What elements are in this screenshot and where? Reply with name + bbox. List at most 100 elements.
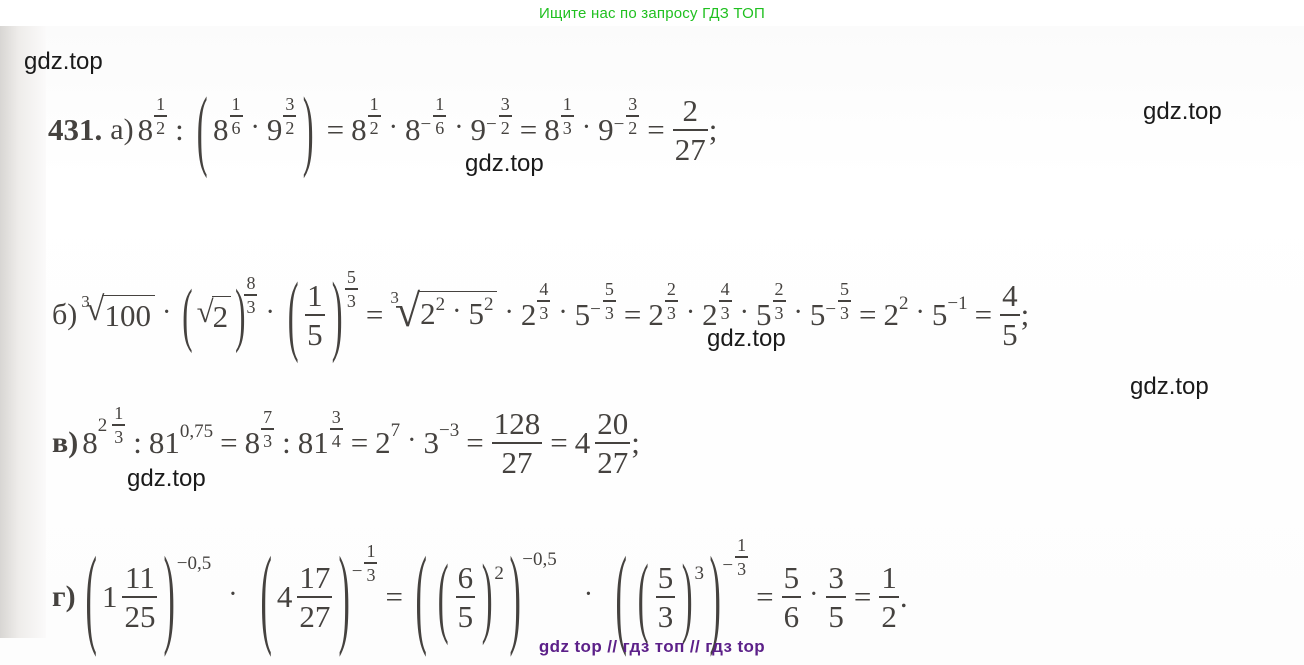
exponent-2: 2 <box>483 293 494 315</box>
minus-sign: − <box>722 554 734 576</box>
expr-a-term3: 8 1 3 · 9 − 3 2 <box>544 95 640 151</box>
exponent-one-half: 1 2 <box>367 94 381 138</box>
exponent-0-75: 0,75 <box>179 420 214 442</box>
operator-equals: = <box>853 579 872 614</box>
operator-equals: = <box>623 297 642 332</box>
part-label-b: б) <box>52 298 78 331</box>
base-8: 8 <box>544 112 560 147</box>
operator-equals: = <box>756 579 774 614</box>
solution-line-a: 8^(1/2) : (8^(1/6) · 9^(3/2)) = 8^(1/2) … <box>48 78 717 180</box>
expr-b-2-four-thirds: 2 4 3 <box>521 280 552 336</box>
part-label-a: а) <box>110 113 134 146</box>
exponent-negative-five-thirds: − 5 3 <box>825 279 852 323</box>
expr-b-5-two-thirds: 5 2 3 <box>756 280 787 336</box>
exponent-two-thirds: 2 3 <box>664 279 678 323</box>
solution-line-b: б) 3 √ 100 · ( √ 2 ) 8 3 · ( 1 5 ) 5 3 =… <box>52 263 1029 365</box>
operator-equals: = <box>365 297 384 332</box>
cube-root-100: 3 √ 100 <box>81 292 155 335</box>
base-5: 5 <box>931 297 948 332</box>
watermark-gdz-top: gdz.top <box>24 48 103 75</box>
exponent-7: 7 <box>390 419 401 441</box>
base-5: 5 <box>809 297 826 332</box>
expr-v-term3: 8 7 3 <box>244 408 276 464</box>
right-paren-inner: ) <box>481 544 493 647</box>
exponent-negative-three-halves: − 3 2 <box>486 94 512 138</box>
bottom-promo-text: gdz top // гдз топ // гдз top <box>538 637 766 656</box>
left-paren: ( <box>196 77 208 180</box>
operator-multiply: · <box>583 579 594 610</box>
left-paren: ( <box>287 262 299 365</box>
base-3: 3 <box>423 425 440 460</box>
left-paren-inner: ( <box>638 544 649 647</box>
operator-colon: : <box>133 425 142 460</box>
exponent-one-half: 1 2 <box>154 94 168 138</box>
part-label-g: г) <box>52 580 76 613</box>
right-paren-outer: ) <box>509 532 521 659</box>
expr-a-term1: 8 1 2 <box>138 95 169 151</box>
cube-root-2sq-5sq: 3 √ 2 2 · 5 2 <box>390 288 498 338</box>
exponent-three-quarters: 3 4 <box>329 407 343 451</box>
expr-v-term4: 81 3 4 <box>297 408 344 464</box>
exponent-negative-one-third: − 1 3 <box>351 541 378 585</box>
exponent-one-sixth: 1 6 <box>229 94 243 138</box>
base-81: 81 <box>297 425 329 460</box>
operator-equals: = <box>466 425 484 460</box>
result-fraction-a: 2 27 <box>672 93 708 167</box>
expr-v-3-pow-neg3: 3 −3 <box>423 421 460 461</box>
operator-multiply: · <box>454 112 464 143</box>
operator-equals: = <box>519 112 538 147</box>
exponent-negative-five-thirds: − 5 3 <box>590 279 616 323</box>
operator-multiply: · <box>265 297 275 328</box>
base-5: 5 <box>468 296 484 331</box>
base-8: 8 <box>213 112 229 147</box>
operator-multiply: · <box>809 579 819 610</box>
base-2: 2 <box>648 297 664 332</box>
top-promo-text: Ищите нас по запросу ГДЗ ТОП <box>539 4 765 22</box>
minus-sign: − <box>351 560 363 582</box>
base-2: 2 <box>702 297 718 332</box>
operator-multiply: · <box>739 297 749 328</box>
minus-sign: − <box>420 113 432 135</box>
operator-equals: = <box>385 579 403 614</box>
base-2: 2 <box>883 297 900 332</box>
fraction-one-fifth: 1 5 <box>305 278 325 352</box>
result-fraction-g: 1 2 <box>879 560 899 634</box>
left-paren: ( <box>85 532 97 659</box>
minus-sign: − <box>947 292 959 314</box>
page-left-shadow <box>0 26 46 638</box>
operator-equals: = <box>974 297 993 332</box>
expr-v-2-pow-7: 2 7 <box>375 421 400 461</box>
exponent-two-thirds: 2 3 <box>772 279 786 323</box>
expr-b-5-neg-five-thirds-2: 5 − 5 3 <box>809 280 852 336</box>
exponent-mixed-two-one-third: 2 1 3 <box>97 403 126 447</box>
right-paren-outer: ) <box>709 532 721 659</box>
exponent-eight-thirds: 8 3 <box>244 273 258 317</box>
operator-equals: = <box>859 297 877 332</box>
fraction-128-27: 128 27 <box>491 406 543 480</box>
right-paren-inner: ) <box>681 544 693 647</box>
mixed-1-11-25: 1 11 25 <box>101 560 158 634</box>
radical-sign-icon: √ <box>196 293 214 329</box>
exponent-negative-one-sixth: − 1 6 <box>420 94 447 138</box>
exponent-negative-one: −1 <box>947 292 968 314</box>
exponent-negative-three-halves: − 3 2 <box>613 94 640 138</box>
left-paren: ( <box>260 532 272 659</box>
operator-multiply: · <box>161 297 172 328</box>
expr-b-2-two-thirds: 2 2 3 <box>648 280 679 336</box>
operator-multiply: · <box>915 297 925 328</box>
problem-number-label: 431. <box>48 112 103 147</box>
watermark-gdz-top: gdz.top <box>707 325 786 352</box>
base-8: 8 <box>244 425 261 460</box>
left-paren-outer: ( <box>615 532 627 659</box>
exponent-negative-0-5: −0,5 <box>176 552 212 574</box>
fraction-5-3: 5 3 <box>655 560 676 634</box>
operator-multiply: · <box>250 112 260 143</box>
operator-multiply: · <box>685 297 696 328</box>
base-9: 9 <box>598 112 614 147</box>
right-paren: ) <box>331 262 343 365</box>
exponent-three-halves: 3 2 <box>283 94 297 138</box>
exponent-2: 2 <box>899 292 909 314</box>
square-root-2: √ 2 <box>196 293 232 335</box>
minus-sign: − <box>590 298 601 320</box>
operator-multiply: · <box>407 425 417 456</box>
